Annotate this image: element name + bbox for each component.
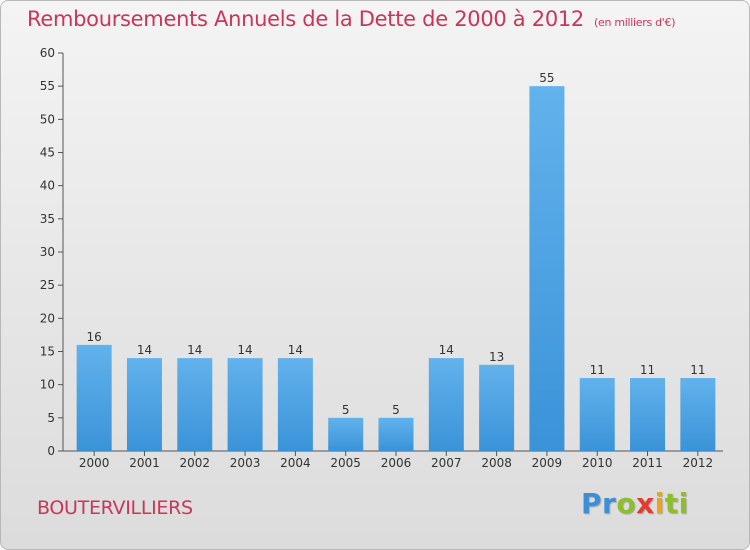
y-tick-label: 60 (40, 46, 55, 60)
y-tick-label: 45 (40, 146, 55, 160)
logo-letter: t (664, 487, 679, 520)
bar-value-label: 11 (590, 363, 605, 377)
bar (680, 378, 716, 451)
bar-value-label: 55 (539, 71, 554, 85)
bar (529, 86, 565, 452)
x-tick-label: 2010 (582, 456, 613, 470)
bar (227, 358, 263, 451)
bar-value-label: 13 (489, 350, 504, 364)
y-tick-label: 35 (40, 212, 55, 226)
y-tick-label: 5 (47, 411, 55, 425)
bar-value-label: 11 (690, 363, 705, 377)
logo-letter: i (654, 487, 665, 520)
municipality-name: BOUTERVILLIERS (37, 497, 193, 519)
logo-letter: P (581, 487, 603, 520)
bar-value-label: 14 (137, 343, 152, 357)
bar-value-label: 14 (187, 343, 202, 357)
x-tick-label: 2003 (230, 456, 261, 470)
logo-letter: r (602, 487, 617, 520)
bar-value-label: 5 (392, 403, 400, 417)
bar (428, 358, 464, 451)
x-tick-label: 2007 (431, 456, 462, 470)
bar (277, 358, 313, 451)
bar-value-label: 16 (87, 330, 102, 344)
y-tick-label: 10 (40, 378, 55, 392)
y-tick-label: 25 (40, 278, 55, 292)
x-tick-label: 2002 (179, 456, 210, 470)
bar (126, 358, 162, 451)
chart-title-text: Remboursements Annuels de la Dette de 20… (27, 7, 584, 31)
y-tick-label: 20 (40, 311, 55, 325)
bar (328, 417, 364, 451)
y-tick-label: 15 (40, 345, 55, 359)
y-tick-label: 40 (40, 179, 55, 193)
bar-value-label: 14 (439, 343, 454, 357)
bar (76, 344, 112, 451)
bar-value-label: 14 (237, 343, 252, 357)
x-tick-label: 2012 (683, 456, 714, 470)
y-tick-label: 55 (40, 79, 55, 93)
bar-value-label: 5 (342, 403, 350, 417)
logo-letter: x (636, 487, 655, 520)
chart-subtitle: (en milliers d'€) (594, 16, 676, 29)
x-tick-label: 2001 (129, 456, 160, 470)
x-tick-label: 2006 (381, 456, 412, 470)
bar (579, 378, 615, 451)
bar (630, 378, 666, 451)
logo-letter: i (678, 487, 689, 520)
bar (177, 358, 213, 451)
proxiti-logo: Proxiti (581, 487, 689, 520)
y-tick-label: 0 (47, 444, 55, 458)
x-tick-label: 2000 (79, 456, 110, 470)
chart-title: Remboursements Annuels de la Dette de 20… (27, 7, 675, 31)
y-tick-label: 50 (40, 112, 55, 126)
logo-letter: o (616, 487, 637, 520)
bar (378, 417, 414, 451)
y-tick-label: 30 (40, 245, 55, 259)
bar-value-label: 11 (640, 363, 655, 377)
bar (479, 364, 515, 451)
bar-value-label: 14 (288, 343, 303, 357)
x-tick-label: 2009 (532, 456, 563, 470)
x-tick-label: 2004 (280, 456, 311, 470)
x-tick-label: 2008 (481, 456, 512, 470)
x-tick-label: 2005 (330, 456, 361, 470)
x-tick-label: 2011 (632, 456, 663, 470)
